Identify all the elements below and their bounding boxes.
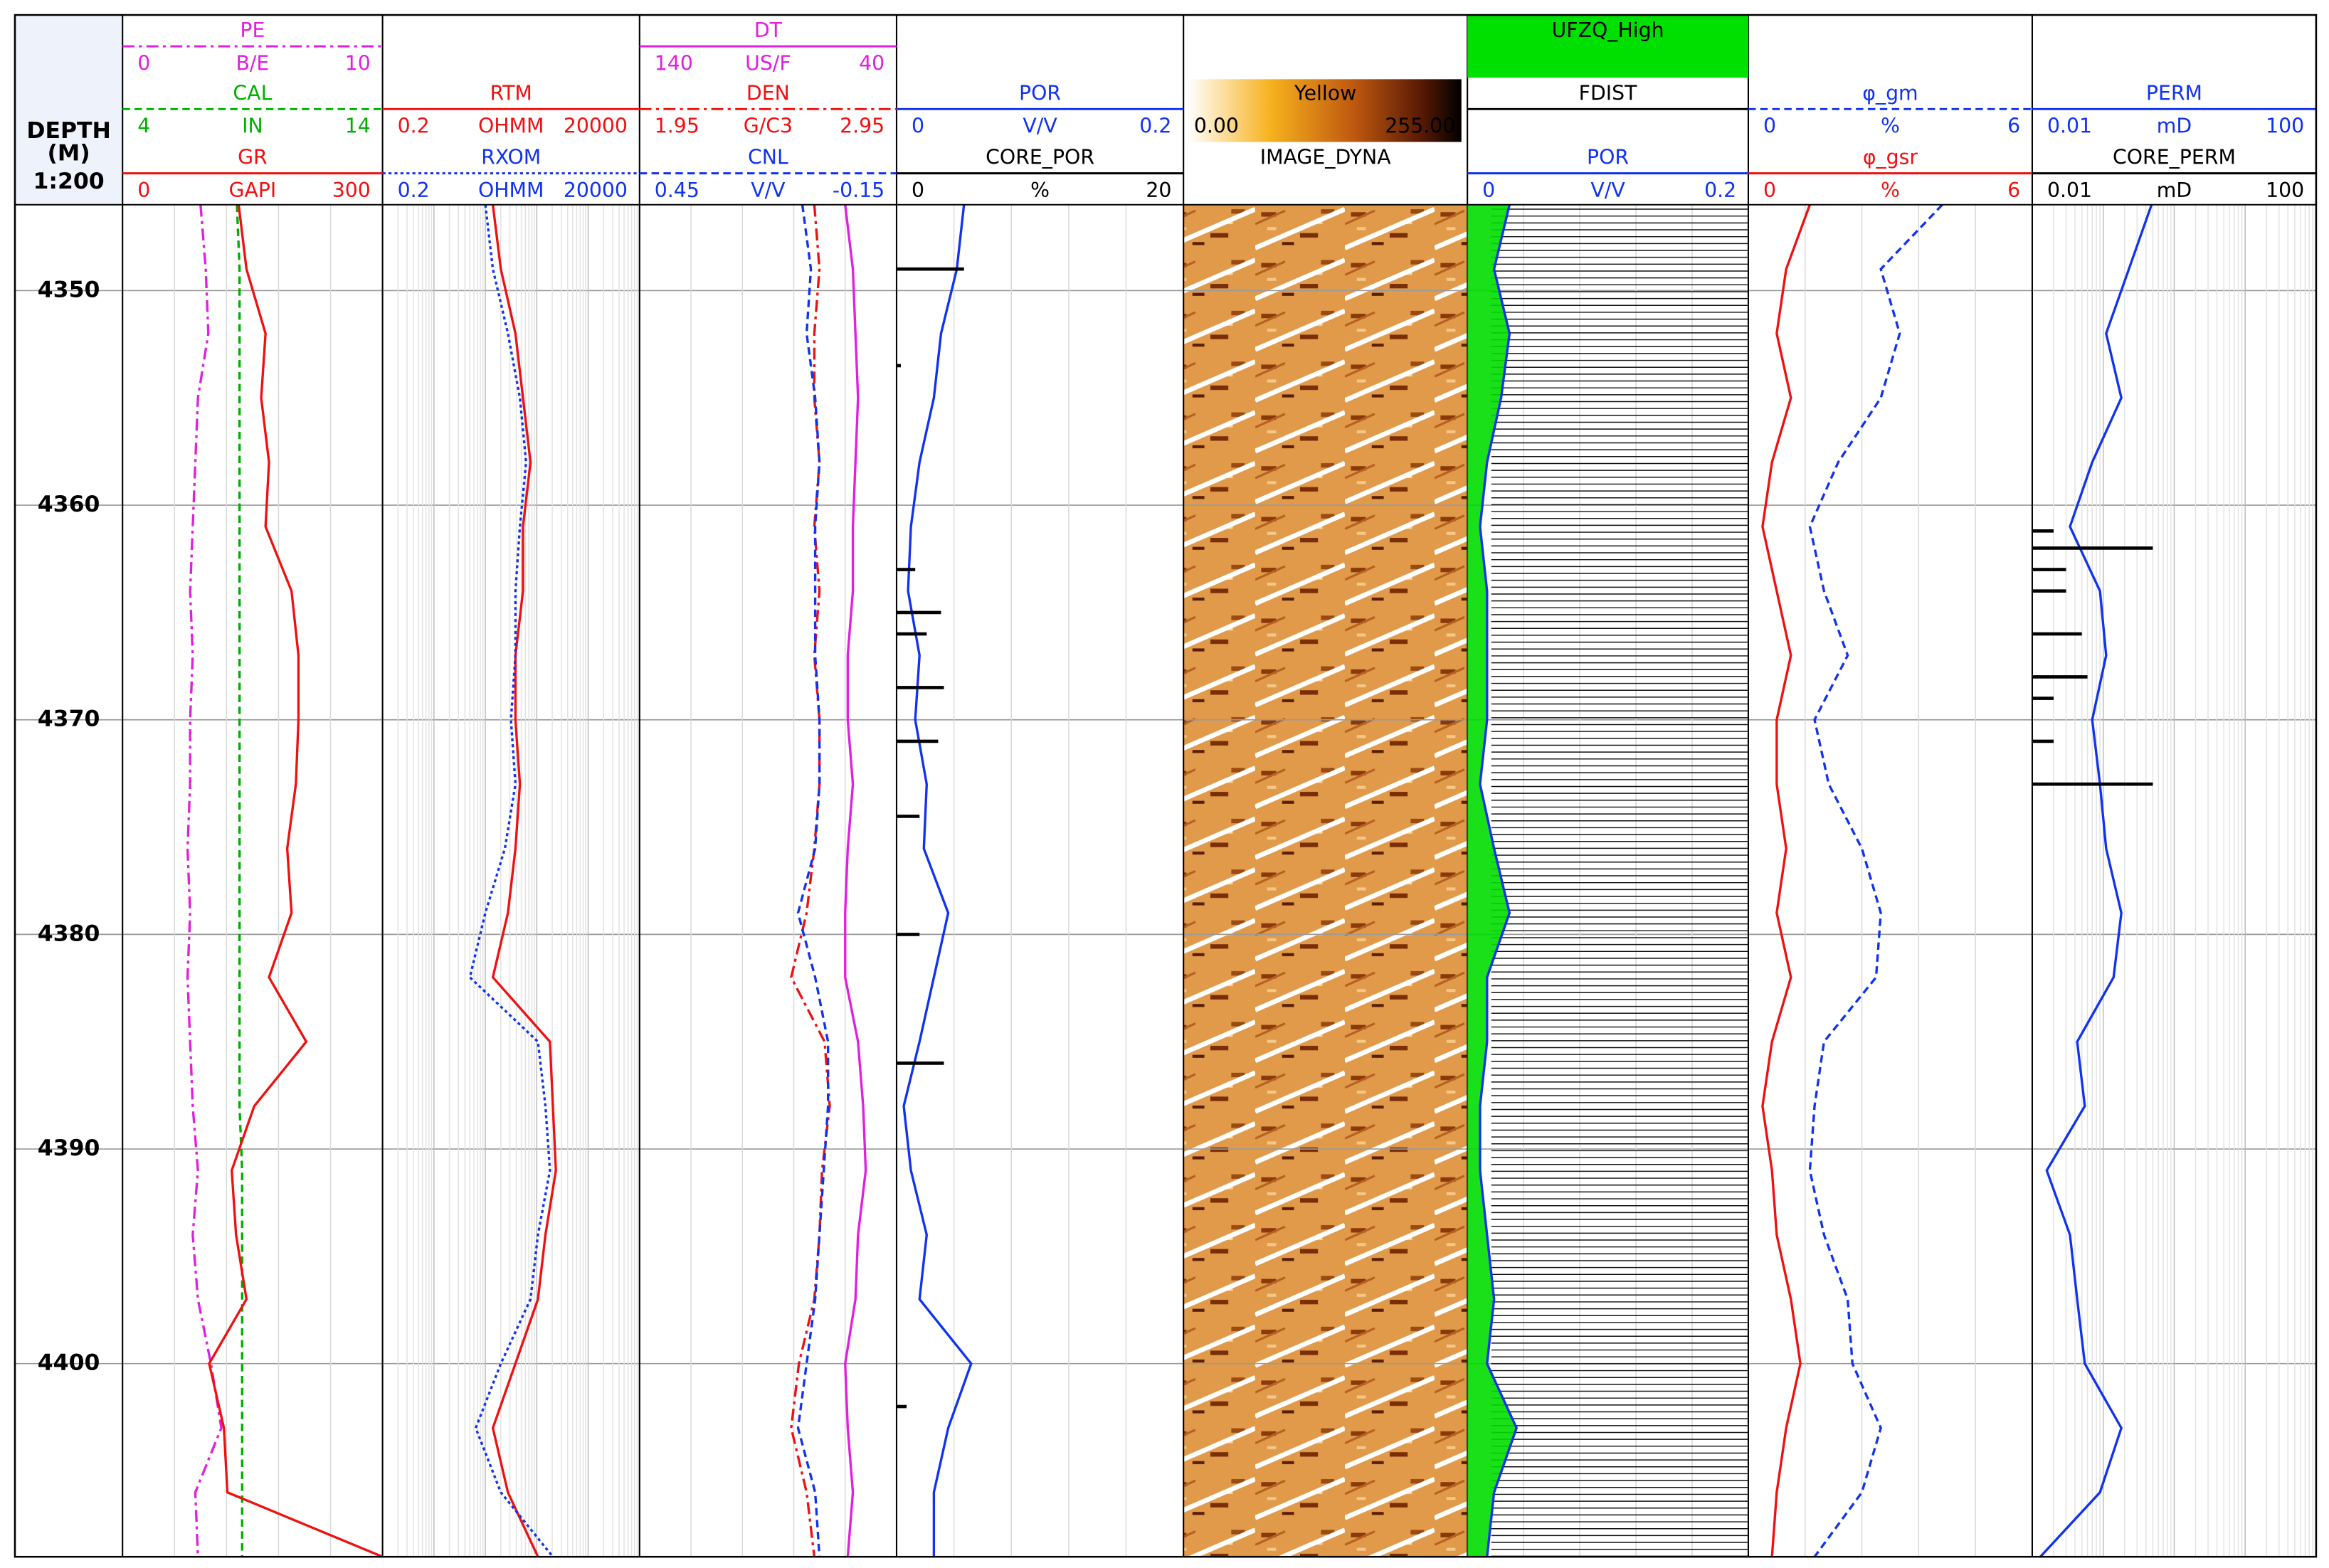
curve-unit: %: [1030, 179, 1050, 202]
depth-unit: (M): [48, 140, 90, 166]
log-curve: [468, 204, 554, 1558]
curve-unit: IN: [242, 115, 263, 138]
plot-layer: 4350 4360 4370 4380 4390 4400 PE B/E 0 10 CAL IN 4 14…: [14, 15, 2317, 1558]
curve-scale-min: 0.01: [2047, 115, 2092, 138]
curve-scale-min: 0: [1763, 179, 1776, 202]
colorbar-label: 0.00: [1194, 115, 1239, 138]
curve-unit: B/E: [236, 51, 269, 75]
curve-scale-min: 1.95: [655, 115, 699, 138]
curve-scale-max: 6: [2007, 179, 2020, 202]
colorbar-label: 255.00: [1385, 115, 1455, 138]
log-curve: [208, 204, 384, 1558]
curve-name: φ_gsr: [1863, 146, 1918, 169]
curve-scale-min: 0.01: [2047, 179, 2092, 202]
log-curve: [902, 204, 973, 1557]
curve-scale-max: 20000: [564, 179, 628, 202]
image-name: IMAGE_DYNA: [1260, 146, 1391, 169]
curve-name: RXOM: [481, 146, 541, 169]
curve-unit: V/V: [1023, 115, 1057, 138]
track-title-box: [1467, 15, 1748, 78]
curve-name: CORE_PERM: [2113, 146, 2236, 169]
curve-scale-min: 0.2: [398, 115, 430, 138]
curve-name: CORE_POR: [986, 146, 1094, 169]
image-dyna: [1183, 204, 1468, 1557]
depth-tick-label: 4360: [38, 492, 100, 517]
curve-unit: V/V: [1590, 179, 1625, 202]
curve-scale-max: 14: [345, 115, 371, 138]
curve-scale-min: 4: [137, 115, 150, 138]
curve-scale-min: 0.2: [398, 179, 430, 202]
colorbar: [1188, 79, 1462, 142]
curve-unit: V/V: [751, 179, 786, 202]
curve-scale-max: 100: [2266, 179, 2304, 202]
depth-title: DEPTH: [26, 118, 111, 144]
curve-name: RTM: [490, 81, 532, 105]
curve-name: GR: [238, 146, 268, 169]
curve-scale-max: 0.2: [1704, 179, 1736, 202]
curve-unit: US/F: [745, 51, 791, 75]
curve-unit: %: [1881, 115, 1900, 138]
frame: [14, 14, 2318, 1558]
curve-name: φ_gm: [1862, 81, 1918, 105]
curve-unit: mD: [2157, 115, 2192, 138]
depth-scale: 1:200: [33, 169, 104, 194]
colorbar-name: Yellow: [1294, 81, 1356, 105]
curve-name: CNL: [748, 146, 788, 169]
curve-scale-min: 0: [1763, 115, 1776, 138]
curve-name: PE: [240, 18, 265, 42]
curve-name: DT: [754, 18, 783, 42]
curve-scale-min: 0: [1482, 179, 1495, 202]
depth-tick-label: 4370: [38, 706, 100, 732]
curve-name: PERM: [2146, 81, 2202, 105]
log-curve: [844, 204, 867, 1557]
curve-name: FDIST: [1579, 81, 1637, 105]
curve-name: POR: [1019, 81, 1061, 105]
curve-unit: OHMM: [478, 115, 544, 138]
depth-tick-label: 4390: [38, 1135, 100, 1161]
curve-unit: %: [1881, 179, 1900, 202]
log-curve: [2039, 204, 2153, 1558]
curve-scale-max: 0.2: [1139, 115, 1171, 138]
curve-scale-min: 0: [912, 179, 924, 202]
curve-scale-max: 300: [332, 179, 371, 202]
log-curve: [1808, 203, 1943, 1558]
curve-scale-max: -0.15: [833, 179, 884, 202]
curve-unit: mD: [2157, 179, 2192, 202]
curve-scale-min: 0: [137, 179, 150, 202]
curve-scale-max: 40: [859, 51, 884, 75]
depth-tick-label: 4400: [38, 1350, 100, 1376]
log-curve: [790, 204, 831, 1557]
curve-scale-min: 0: [912, 115, 924, 138]
curve-unit: GAPI: [229, 179, 277, 202]
curve-scale-max: 10: [345, 51, 371, 75]
log-curve: [1479, 204, 1519, 1557]
curve-scale-max: 20000: [564, 115, 628, 138]
curve-fill: [1467, 204, 1517, 1557]
track-title: UFZQ_High: [1552, 18, 1664, 42]
depth-tick-label: 4350: [38, 277, 100, 302]
curve-scale-min: 0: [137, 51, 150, 75]
log-curve: [236, 204, 243, 1557]
depth-header-bg: [14, 15, 123, 205]
log-curve: [796, 204, 830, 1557]
curve-scale-min: 140: [655, 51, 693, 75]
curve-scale-max: 100: [2266, 115, 2304, 138]
curve-name: CAL: [233, 81, 272, 105]
log-curve: [186, 204, 223, 1557]
curve-scale-min: 0.45: [655, 179, 699, 202]
depth-tick-label: 4380: [38, 921, 100, 946]
curve-scale-max: 6: [2007, 115, 2020, 138]
curve-scale-max: 2.95: [840, 115, 884, 138]
curve-name: DEN: [746, 81, 790, 105]
curve-name: POR: [1587, 146, 1629, 169]
curve-scale-max: 20: [1146, 179, 1171, 202]
curve-unit: OHMM: [478, 179, 544, 202]
curve-unit: G/C3: [744, 115, 793, 138]
log-curve: [1761, 204, 1811, 1557]
log-curve: [491, 204, 557, 1557]
